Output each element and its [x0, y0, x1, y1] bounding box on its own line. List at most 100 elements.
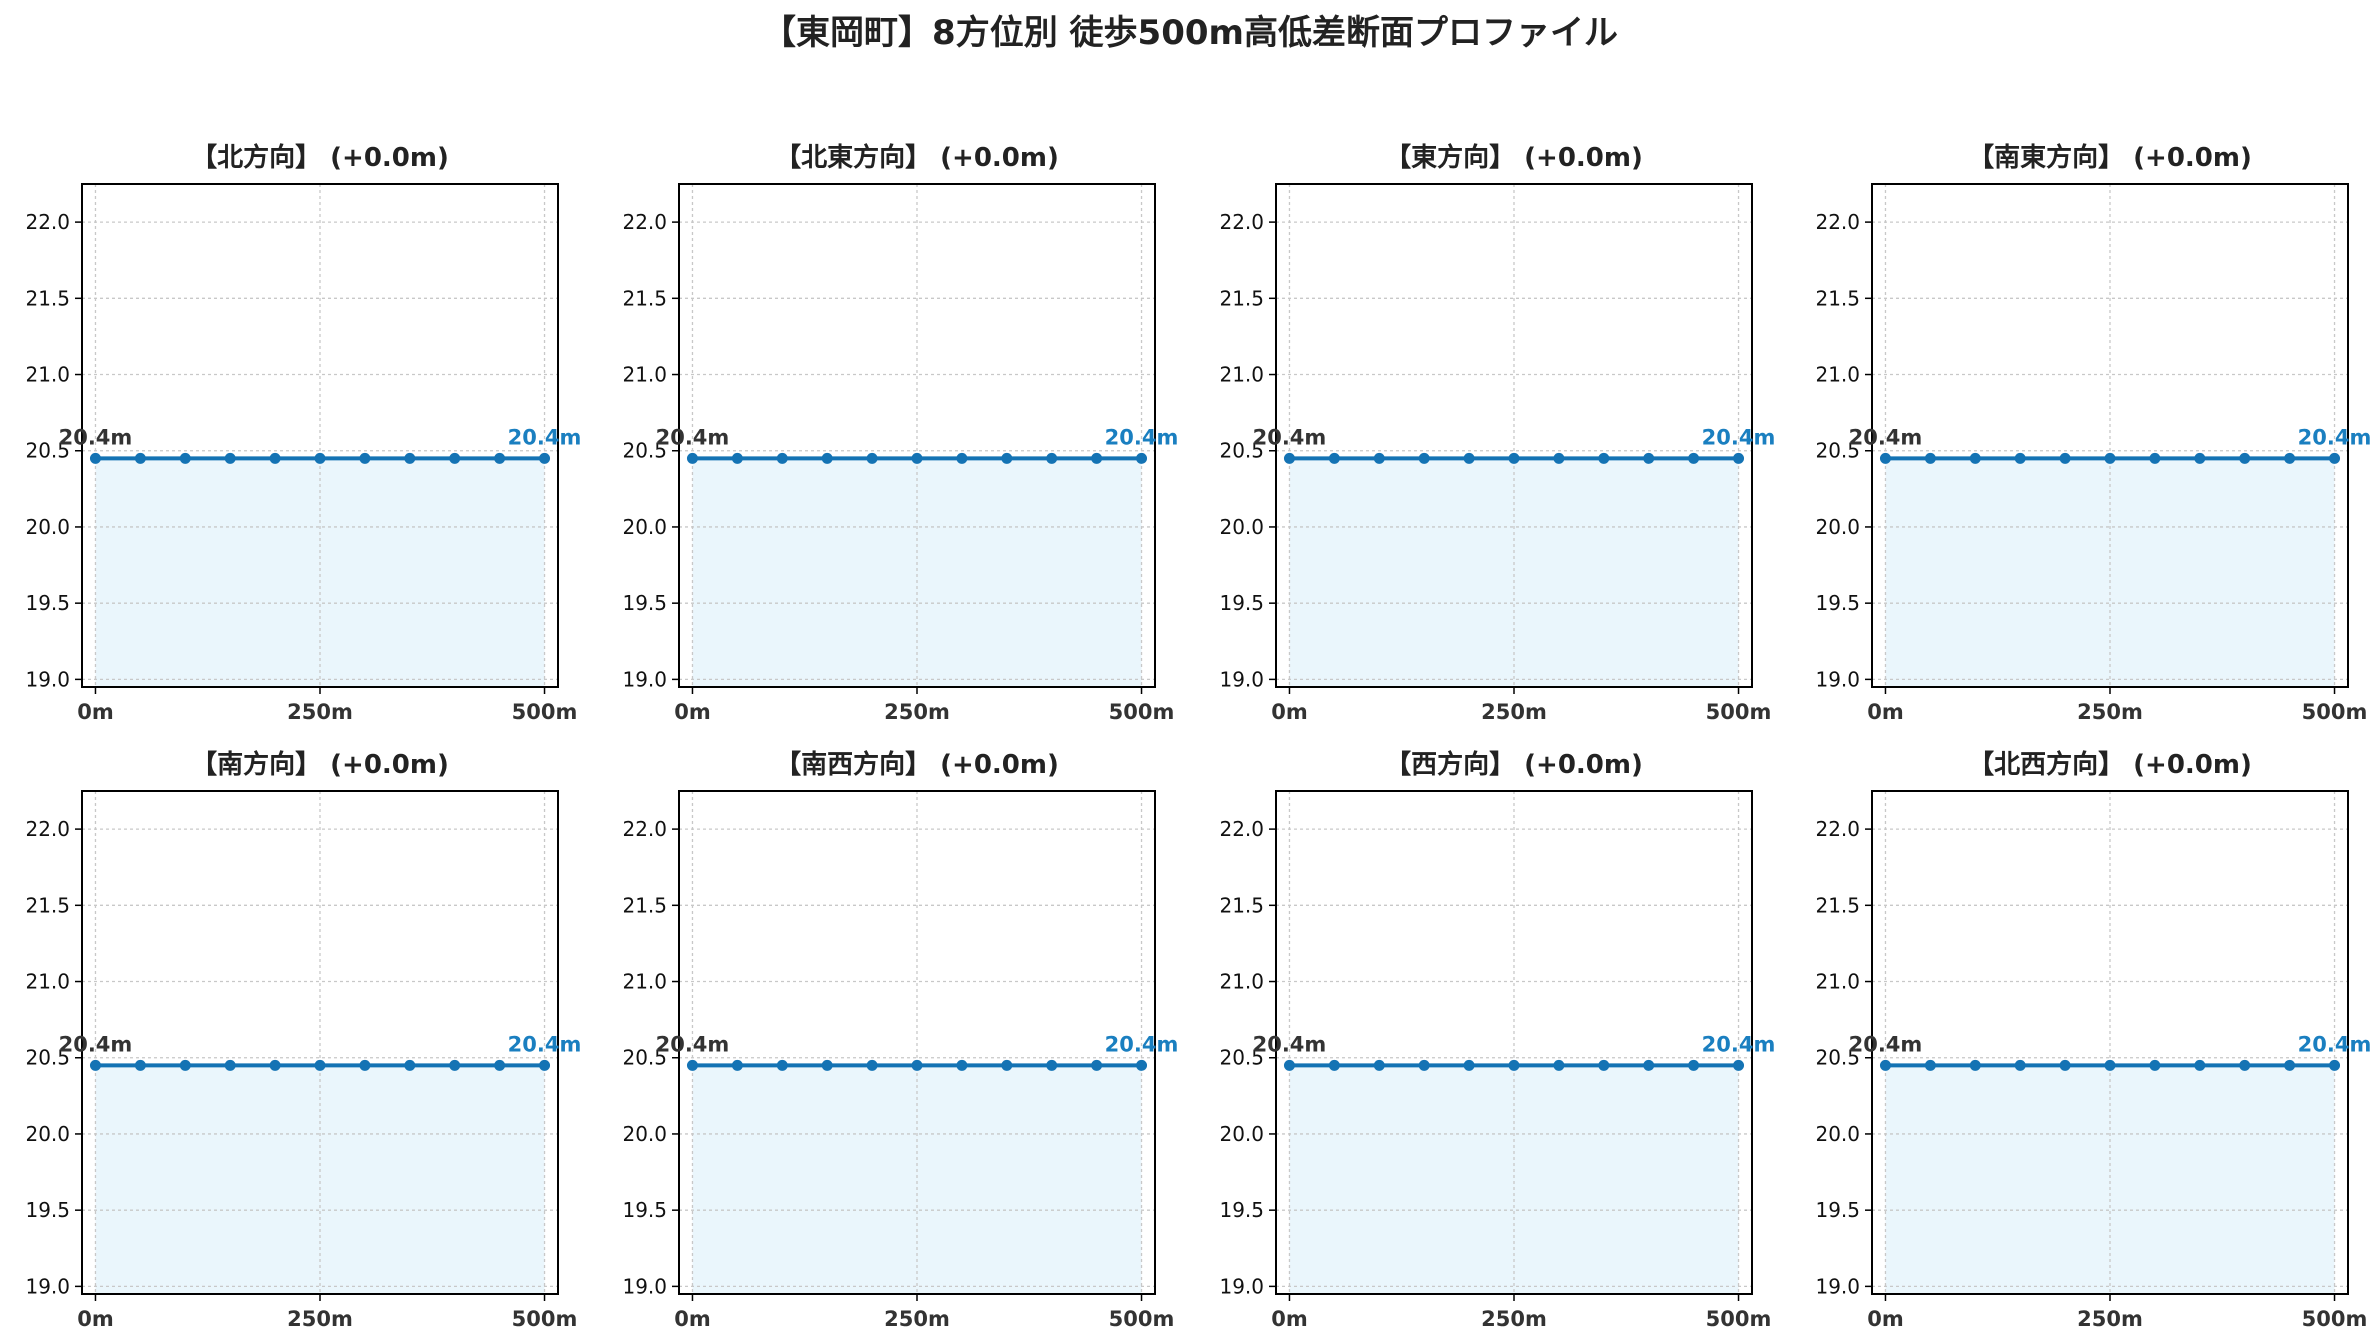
elevation-point [1046, 452, 1058, 464]
panel-title: 【南西方向】 (+0.0m) [775, 749, 1059, 780]
elevation-area-fill [95, 1065, 545, 1294]
y-tick-label: 20.5 [1815, 439, 1860, 463]
y-tick-label: 21.5 [25, 893, 70, 917]
elevation-point [776, 1059, 788, 1071]
elevation-point [89, 452, 101, 464]
elevation-point [1328, 1059, 1340, 1071]
elevation-point [776, 452, 788, 464]
elevation-point [1969, 452, 1981, 464]
y-tick-label: 21.5 [1815, 286, 1860, 310]
profile-panel: 【北西方向】 (+0.0m) 19.0 19.5 20.0 20.5 21.0 21.5 22… [1815, 749, 2371, 1331]
x-tick-label: 250m [287, 1307, 353, 1331]
elevation-point [1879, 1059, 1891, 1071]
panel-title: 【北方向】 (+0.0m) [191, 142, 449, 173]
y-tick-label: 22.0 [25, 817, 70, 841]
y-tick-label: 21.5 [1219, 893, 1264, 917]
start-elevation-label: 20.4m [59, 425, 133, 449]
x-tick-label: 0m [674, 1307, 711, 1331]
elevation-point [494, 1059, 506, 1071]
x-tick-label: 500m [512, 700, 578, 724]
elevation-point [911, 452, 923, 464]
y-tick-label: 20.0 [1219, 515, 1264, 539]
elevation-point [1283, 452, 1295, 464]
y-tick-label: 22.0 [622, 210, 667, 234]
y-tick-label: 20.0 [1219, 1122, 1264, 1146]
elevation-point [269, 1059, 281, 1071]
x-tick-label: 250m [884, 700, 950, 724]
elevation-point [2149, 1059, 2161, 1071]
elevation-point [89, 1059, 101, 1071]
elevation-point [1418, 1059, 1430, 1071]
elevation-point [866, 1059, 878, 1071]
elevation-point [821, 452, 833, 464]
y-tick-label: 22.0 [622, 817, 667, 841]
elevation-point [1136, 452, 1148, 464]
y-tick-label: 19.0 [622, 667, 667, 691]
y-tick-label: 20.0 [1815, 515, 1860, 539]
y-tick-label: 21.0 [622, 970, 667, 994]
y-tick-label: 20.5 [1219, 1046, 1264, 1070]
elevation-point [956, 452, 968, 464]
start-elevation-label: 20.4m [656, 425, 730, 449]
elevation-point [821, 1059, 833, 1071]
elevation-point [134, 452, 146, 464]
y-tick-label: 21.0 [25, 970, 70, 994]
end-elevation-label: 20.4m [1702, 1032, 1776, 1056]
elevation-point [1508, 1059, 1520, 1071]
elevation-point [539, 1059, 551, 1071]
elevation-point [1688, 452, 1700, 464]
profile-panel: 【南方向】 (+0.0m) 19.0 19.5 20.0 20.5 21.0 21.5 22.… [25, 749, 581, 1331]
elevation-point [2149, 452, 2161, 464]
profile-panel: 【南東方向】 (+0.0m) 19.0 19.5 20.0 20.5 21.0 21.5 22… [1815, 142, 2371, 724]
y-tick-label: 20.0 [1815, 1122, 1860, 1146]
y-tick-label: 20.5 [622, 439, 667, 463]
x-tick-label: 250m [884, 1307, 950, 1331]
elevation-point [1643, 1059, 1655, 1071]
panel-title: 【北西方向】 (+0.0m) [1968, 749, 2252, 780]
elevation-point [269, 452, 281, 464]
elevation-point [2014, 452, 2026, 464]
elevation-point [179, 452, 191, 464]
elevation-point [2194, 1059, 2206, 1071]
elevation-point [1463, 452, 1475, 464]
panel-title: 【東方向】 (+0.0m) [1385, 142, 1643, 173]
x-tick-label: 0m [674, 700, 711, 724]
elevation-area-fill [95, 458, 545, 687]
y-tick-label: 21.0 [1219, 970, 1264, 994]
elevation-point [449, 452, 461, 464]
y-tick-label: 20.5 [25, 439, 70, 463]
end-elevation-label: 20.4m [2298, 425, 2372, 449]
y-tick-label: 21.5 [25, 286, 70, 310]
elevation-point [2284, 1059, 2296, 1071]
panel-title: 【西方向】 (+0.0m) [1385, 749, 1643, 780]
x-tick-label: 500m [1706, 1307, 1772, 1331]
elevation-area-fill [1289, 458, 1739, 687]
y-tick-label: 19.0 [622, 1274, 667, 1298]
y-tick-label: 20.0 [622, 1122, 667, 1146]
profile-panel: 【南西方向】 (+0.0m) 19.0 19.5 20.0 20.5 21.0 21.5 22… [622, 749, 1178, 1331]
elevation-point [494, 452, 506, 464]
elevation-point [179, 1059, 191, 1071]
y-tick-label: 22.0 [25, 210, 70, 234]
elevation-point [314, 1059, 326, 1071]
elevation-point [2329, 452, 2341, 464]
x-tick-label: 0m [1867, 700, 1904, 724]
elevation-point [1418, 452, 1430, 464]
y-tick-label: 19.5 [1815, 591, 1860, 615]
elevation-point [686, 452, 698, 464]
y-tick-label: 19.5 [1219, 591, 1264, 615]
x-tick-label: 250m [1481, 1307, 1547, 1331]
start-elevation-label: 20.4m [1253, 1032, 1327, 1056]
elevation-point [1091, 1059, 1103, 1071]
y-tick-label: 19.0 [1815, 1274, 1860, 1298]
x-tick-label: 500m [1109, 1307, 1175, 1331]
x-tick-label: 250m [1481, 700, 1547, 724]
elevation-point [2059, 452, 2071, 464]
y-tick-label: 19.0 [1219, 667, 1264, 691]
elevation-point [449, 1059, 461, 1071]
elevation-point [224, 1059, 236, 1071]
y-tick-label: 22.0 [1219, 210, 1264, 234]
panel-title: 【南東方向】 (+0.0m) [1968, 142, 2252, 173]
elevation-point [1924, 1059, 1936, 1071]
